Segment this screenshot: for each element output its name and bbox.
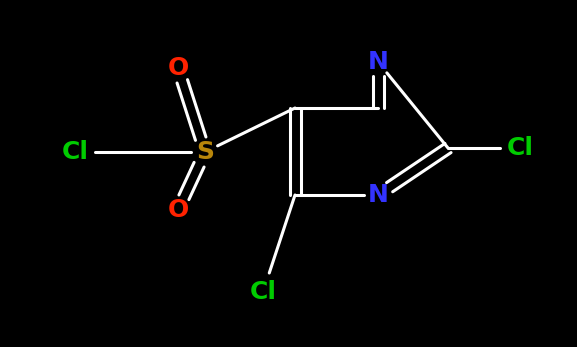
Text: Cl: Cl	[249, 280, 276, 304]
Text: N: N	[368, 50, 388, 74]
Text: O: O	[167, 198, 189, 222]
Text: O: O	[167, 56, 189, 80]
Text: Cl: Cl	[507, 136, 534, 160]
Text: Cl: Cl	[62, 140, 88, 164]
Text: N: N	[368, 183, 388, 207]
Text: S: S	[196, 140, 214, 164]
